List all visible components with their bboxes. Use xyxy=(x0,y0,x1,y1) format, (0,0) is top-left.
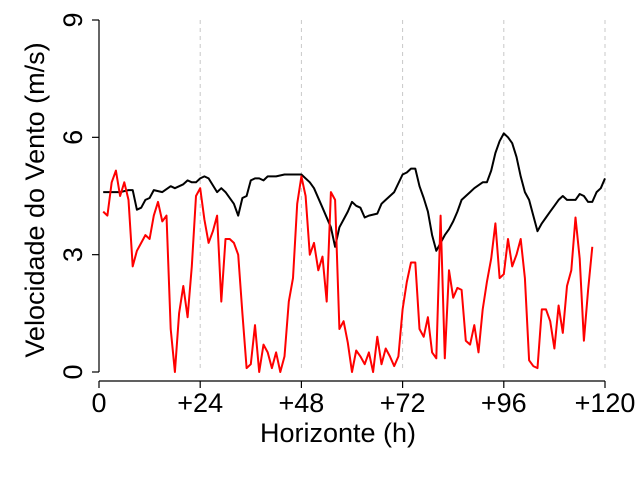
y-axis-title: Velocidade do Vento (m/s) xyxy=(20,42,50,357)
x-tick-label-3: +72 xyxy=(380,388,426,418)
x-tick-label-4: +96 xyxy=(481,388,527,418)
gridlines xyxy=(98,20,606,372)
series-lines xyxy=(102,132,606,373)
axes xyxy=(92,19,606,388)
series-line-1 xyxy=(102,169,594,373)
x-tick-label-1: +24 xyxy=(177,388,223,418)
tick-labels: 0 3 6 9 0 +24 +48 +72 +96 +120 xyxy=(58,12,635,418)
series-line-0 xyxy=(103,132,606,252)
x-axis-title: Horizonte (h) xyxy=(260,418,416,448)
x-tick-label-2: +48 xyxy=(278,388,324,418)
y-tick-label-3: 9 xyxy=(58,12,88,27)
y-tick-label-2: 6 xyxy=(58,130,88,145)
x-tick-label-0: 0 xyxy=(91,388,106,418)
y-tick-label-0: 0 xyxy=(58,364,88,379)
y-tick-label-1: 3 xyxy=(58,247,88,262)
x-tick-label-5: +120 xyxy=(575,388,636,418)
